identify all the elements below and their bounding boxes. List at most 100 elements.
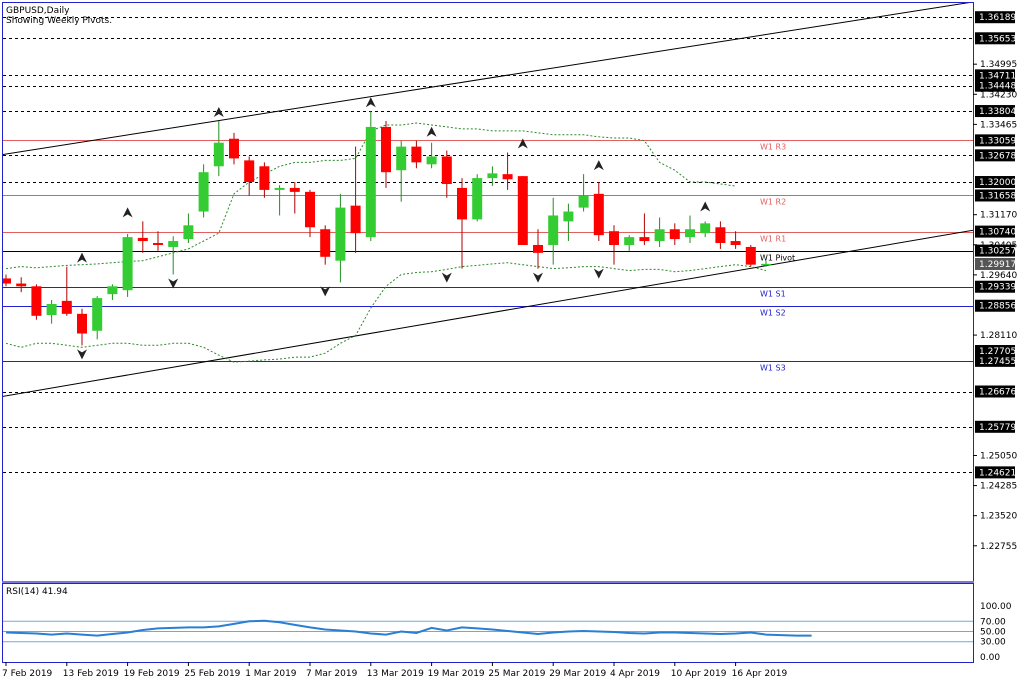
price-level-value: 1.32000 <box>979 178 1016 188</box>
envelope-lower-line <box>5 262 767 363</box>
time-axis-label: 13 Feb 2019 <box>63 669 119 679</box>
candle-body <box>31 286 42 316</box>
fractal-down-arrow <box>533 272 543 283</box>
candle-body <box>213 142 224 167</box>
rsi-pane-frame <box>2 583 974 663</box>
time-axis-label: 13 Mar 2019 <box>367 669 424 679</box>
price-axis-label: 1.29640 <box>980 271 1017 281</box>
candle-body <box>229 138 239 159</box>
price-level-value: 1.31658 <box>979 191 1016 201</box>
candle-body <box>259 166 270 190</box>
price-level-box <box>975 105 1015 118</box>
time-axis-label: 25 Mar 2019 <box>488 669 545 679</box>
candle-body <box>77 313 87 334</box>
fractal-up-arrow <box>122 207 133 218</box>
chart-subtitle: Showing Weekly Pivots. <box>6 16 112 26</box>
candle-body <box>92 298 103 331</box>
candle-body <box>578 195 589 208</box>
candle-body <box>639 237 650 242</box>
pivot-label: W1 S1 <box>760 290 786 299</box>
time-axis-label: 10 Apr 2019 <box>671 669 727 679</box>
candle-body <box>122 237 133 291</box>
rsi-label: RSI(14) 41.94 <box>6 587 68 597</box>
candle-body <box>3 278 11 284</box>
price-level-value: 1.34448 <box>979 82 1016 92</box>
candle-body <box>411 146 422 163</box>
candle-body <box>46 304 57 316</box>
price-level-value: 1.34711 <box>979 71 1016 81</box>
time-axis-label: 1 Mar 2019 <box>245 669 297 679</box>
candle-body <box>289 187 300 192</box>
time-axis-label: 25 Feb 2019 <box>184 669 240 679</box>
rsi-axis-label: 0.00 <box>980 653 1000 663</box>
fractal-up-arrow <box>77 252 87 263</box>
time-axis-label: 19 Feb 2019 <box>124 669 180 679</box>
price-axis-label: 1.34995 <box>980 60 1017 70</box>
axes: 1.349951.342301.334651.311701.304051.296… <box>2 11 1017 679</box>
rsi-axis-label: 50.00 <box>980 628 1006 638</box>
candle-body <box>168 241 179 247</box>
pivot-label: W1 S3 <box>760 364 786 373</box>
price-level-value: 1.30257 <box>979 247 1016 257</box>
price-level-box <box>975 32 1015 45</box>
price-axis-label: 1.23520 <box>980 512 1017 522</box>
price-level-box <box>975 354 1015 367</box>
pivot-label: W1 S2 <box>760 309 786 318</box>
candle-body <box>563 211 574 222</box>
candle-body <box>609 231 619 245</box>
price-level-box <box>975 299 1015 312</box>
price-level-box <box>975 225 1015 238</box>
channel-trendline <box>3 3 970 156</box>
price-level-value: 1.26676 <box>979 388 1016 398</box>
candle-body <box>654 229 665 242</box>
candle-body <box>396 146 407 171</box>
fractal-down-arrow <box>77 349 87 360</box>
candle-body <box>350 205 361 234</box>
price-level-box <box>975 189 1015 202</box>
price-level-value: 1.36189 <box>979 13 1016 23</box>
candle-body <box>305 191 315 228</box>
candle-body <box>381 126 391 173</box>
time-axis-label: 7 Mar 2019 <box>306 669 358 679</box>
time-axis-label: 16 Apr 2019 <box>732 669 788 679</box>
pivot-label: W1 R3 <box>760 143 786 152</box>
candle-body <box>730 241 741 245</box>
fractal-up-arrow <box>700 201 711 212</box>
price-level-box <box>975 345 1015 358</box>
price-level-value: 1.25779 <box>979 423 1016 433</box>
fractal-up-arrow <box>426 126 437 137</box>
fractal-down-arrow <box>441 272 452 283</box>
fractal-up-arrow <box>365 97 376 108</box>
candle-body <box>61 300 72 314</box>
candle-body <box>107 286 118 295</box>
price-level-box <box>975 11 1015 24</box>
price-axis-label: 1.22755 <box>980 542 1017 552</box>
time-axis-label: 29 Mar 2019 <box>549 669 606 679</box>
price-level-box <box>975 149 1015 162</box>
price-level-value: 1.29917 <box>979 260 1016 270</box>
price-axis-label: 1.24285 <box>980 482 1017 492</box>
price-axis-label: 1.34230 <box>980 90 1017 100</box>
fractal-up-arrow <box>517 138 528 149</box>
price-level-box <box>975 69 1015 82</box>
candle-body <box>335 207 346 261</box>
time-axis-label: 7 Feb 2019 <box>2 669 53 679</box>
candle-body <box>761 263 771 266</box>
price-level-value: 1.33804 <box>979 107 1016 117</box>
price-level-value: 1.32678 <box>979 151 1016 161</box>
rsi-axis-label: 70.00 <box>980 617 1006 627</box>
candle-body <box>16 283 27 287</box>
candle-body <box>517 176 528 245</box>
candle-body <box>533 244 543 253</box>
price-level-box <box>975 280 1015 293</box>
rsi-line <box>5 619 812 637</box>
candle-body <box>365 126 376 238</box>
price-axis-label: 1.33465 <box>980 120 1017 130</box>
candle-body <box>669 229 680 240</box>
candle-body <box>244 160 255 183</box>
pivot-label: W1 R2 <box>760 198 786 207</box>
rsi-axis-label: 30.00 <box>980 638 1006 648</box>
price-axis-label: 1.31170 <box>980 211 1017 221</box>
candle-body <box>426 156 437 165</box>
candle-body <box>183 225 194 240</box>
